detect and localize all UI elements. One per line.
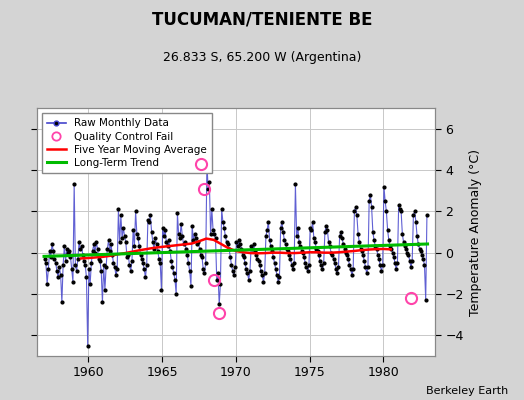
Text: TUCUMAN/TENIENTE BE: TUCUMAN/TENIENTE BE xyxy=(152,10,372,28)
Legend: Raw Monthly Data, Quality Control Fail, Five Year Moving Average, Long-Term Tren: Raw Monthly Data, Quality Control Fail, … xyxy=(42,113,212,173)
Text: Berkeley Earth: Berkeley Earth xyxy=(426,386,508,396)
Y-axis label: Temperature Anomaly (°C): Temperature Anomaly (°C) xyxy=(470,148,482,316)
Text: 26.833 S, 65.200 W (Argentina): 26.833 S, 65.200 W (Argentina) xyxy=(163,51,361,64)
